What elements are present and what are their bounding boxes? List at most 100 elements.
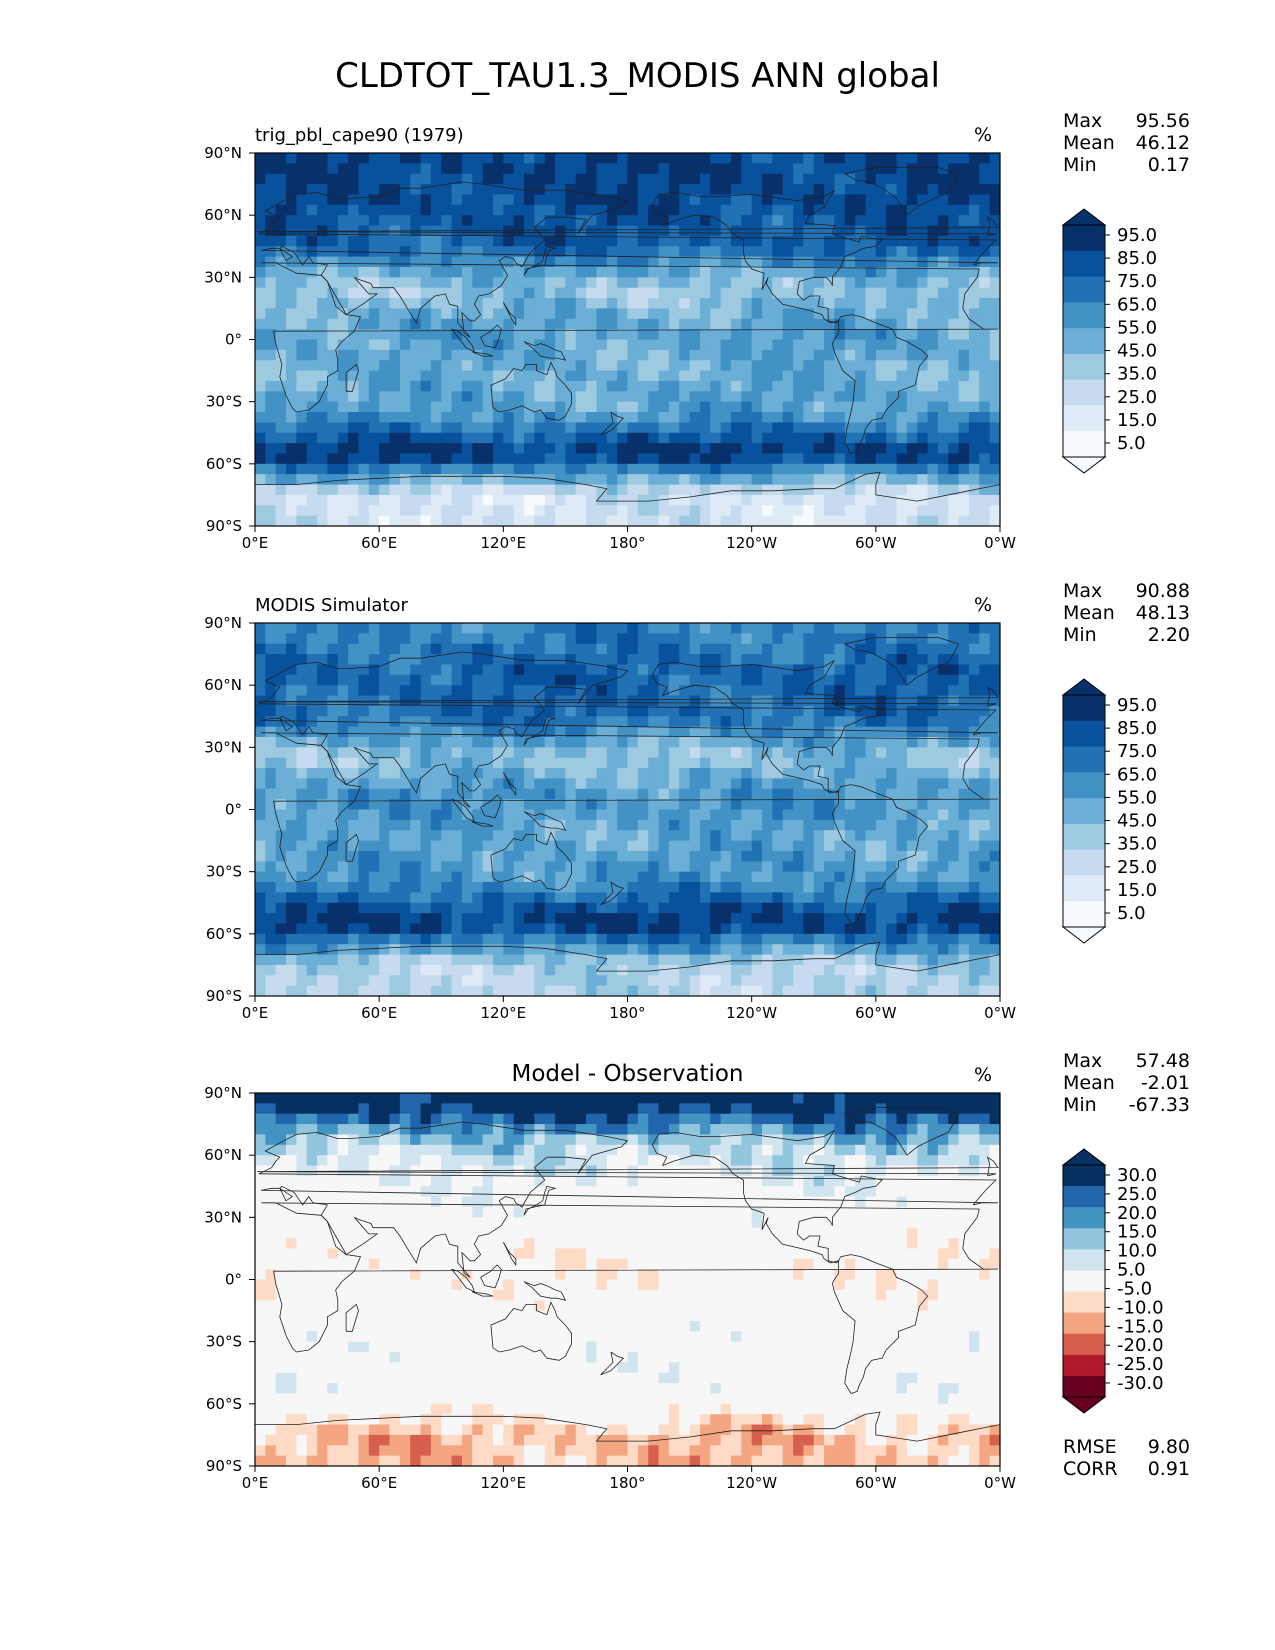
- field-cell: [534, 654, 546, 666]
- field-cell: [772, 757, 784, 769]
- colorbar-segment: [1063, 405, 1105, 432]
- field-cell: [886, 913, 898, 925]
- field-cell: [306, 360, 318, 372]
- field-cell: [824, 443, 836, 455]
- field-cell: [937, 349, 949, 361]
- field-cell: [265, 892, 277, 904]
- field-cell: [689, 494, 701, 506]
- field-cell: [534, 850, 546, 862]
- field-cell: [606, 329, 618, 341]
- field-cell: [948, 850, 960, 862]
- field-cell: [255, 633, 266, 645]
- field-cell: [637, 757, 649, 769]
- field-cell: [617, 422, 629, 434]
- field-cell: [834, 246, 846, 258]
- field-cell: [741, 474, 753, 486]
- field-cell: [451, 256, 463, 268]
- field-cell: [855, 453, 867, 465]
- field-cell: [658, 850, 670, 862]
- field-cell: [368, 757, 380, 769]
- field-cell: [596, 892, 608, 904]
- field-cell: [762, 412, 773, 423]
- field-cell: [472, 778, 484, 790]
- field-cell: [803, 443, 815, 455]
- field-cell: [689, 246, 701, 258]
- field-cell: [772, 401, 784, 413]
- field-cell: [989, 664, 1000, 676]
- field-cell: [399, 871, 411, 883]
- field-cell: [793, 871, 805, 883]
- field-cell: [689, 163, 701, 175]
- field-cell: [255, 695, 266, 707]
- field-cell: [824, 401, 836, 413]
- field-cell: [720, 674, 732, 686]
- field-cell: [689, 902, 701, 914]
- field-cell: [358, 923, 370, 935]
- field-cell: [275, 484, 287, 496]
- field-cell: [461, 913, 473, 925]
- field-cell: [875, 494, 887, 506]
- field-cell: [968, 674, 980, 686]
- field-cell: [855, 215, 867, 227]
- field-cell: [844, 412, 856, 423]
- field-cell: [979, 453, 991, 465]
- field-cell: [906, 768, 918, 780]
- field-cell: [855, 788, 867, 800]
- field-cell: [451, 225, 463, 237]
- field-cell: [637, 505, 649, 517]
- field-cell: [617, 923, 629, 935]
- field-cell: [389, 484, 401, 496]
- field-cell: [689, 695, 701, 707]
- field-cell: [865, 153, 877, 164]
- field-cell: [503, 830, 515, 842]
- field-cell: [389, 246, 401, 258]
- field-cell: [606, 349, 618, 361]
- field-cell: [855, 705, 867, 717]
- field-cell: [317, 705, 329, 717]
- field-cell: [844, 830, 856, 842]
- field-cell: [565, 308, 577, 320]
- field-cell: [358, 850, 370, 862]
- field-cell: [730, 494, 742, 506]
- field-cell: [337, 463, 349, 475]
- field-cell: [886, 277, 898, 289]
- field-cell: [513, 380, 525, 392]
- field-cell: [451, 287, 463, 299]
- field-cell: [720, 329, 732, 341]
- field-cell: [379, 902, 391, 914]
- field-cell: [399, 674, 411, 686]
- field-cell: [865, 235, 877, 247]
- field-cell: [461, 705, 473, 717]
- field-cell: [886, 726, 898, 738]
- field-cell: [482, 391, 494, 403]
- field-cell: [379, 163, 391, 175]
- field-cell: [379, 235, 391, 247]
- field-cell: [368, 298, 380, 310]
- field-cell: [979, 380, 991, 392]
- field-cell: [420, 944, 432, 956]
- field-cell: [472, 318, 484, 330]
- field-cell: [906, 349, 918, 361]
- field-cell: [451, 401, 463, 413]
- field-cell: [534, 194, 546, 206]
- field-cell: [317, 401, 329, 413]
- field-cell: [627, 778, 639, 790]
- field-cell: [927, 235, 939, 247]
- field-cell: [296, 944, 308, 956]
- field-cell: [565, 370, 577, 382]
- field-cell: [430, 664, 442, 676]
- field-cell: [917, 349, 929, 361]
- field-cell: [317, 505, 329, 517]
- field-cell: [720, 215, 732, 227]
- field-cell: [875, 923, 887, 935]
- field-cell: [689, 463, 701, 475]
- field-cell: [699, 726, 711, 738]
- field-cell: [555, 432, 567, 444]
- field-cell: [503, 225, 515, 237]
- field-cell: [451, 505, 463, 517]
- field-cell: [472, 695, 484, 707]
- field-cell: [824, 318, 836, 330]
- field-cell: [989, 380, 1000, 392]
- field-cell: [492, 726, 504, 738]
- field-cell: [524, 432, 535, 444]
